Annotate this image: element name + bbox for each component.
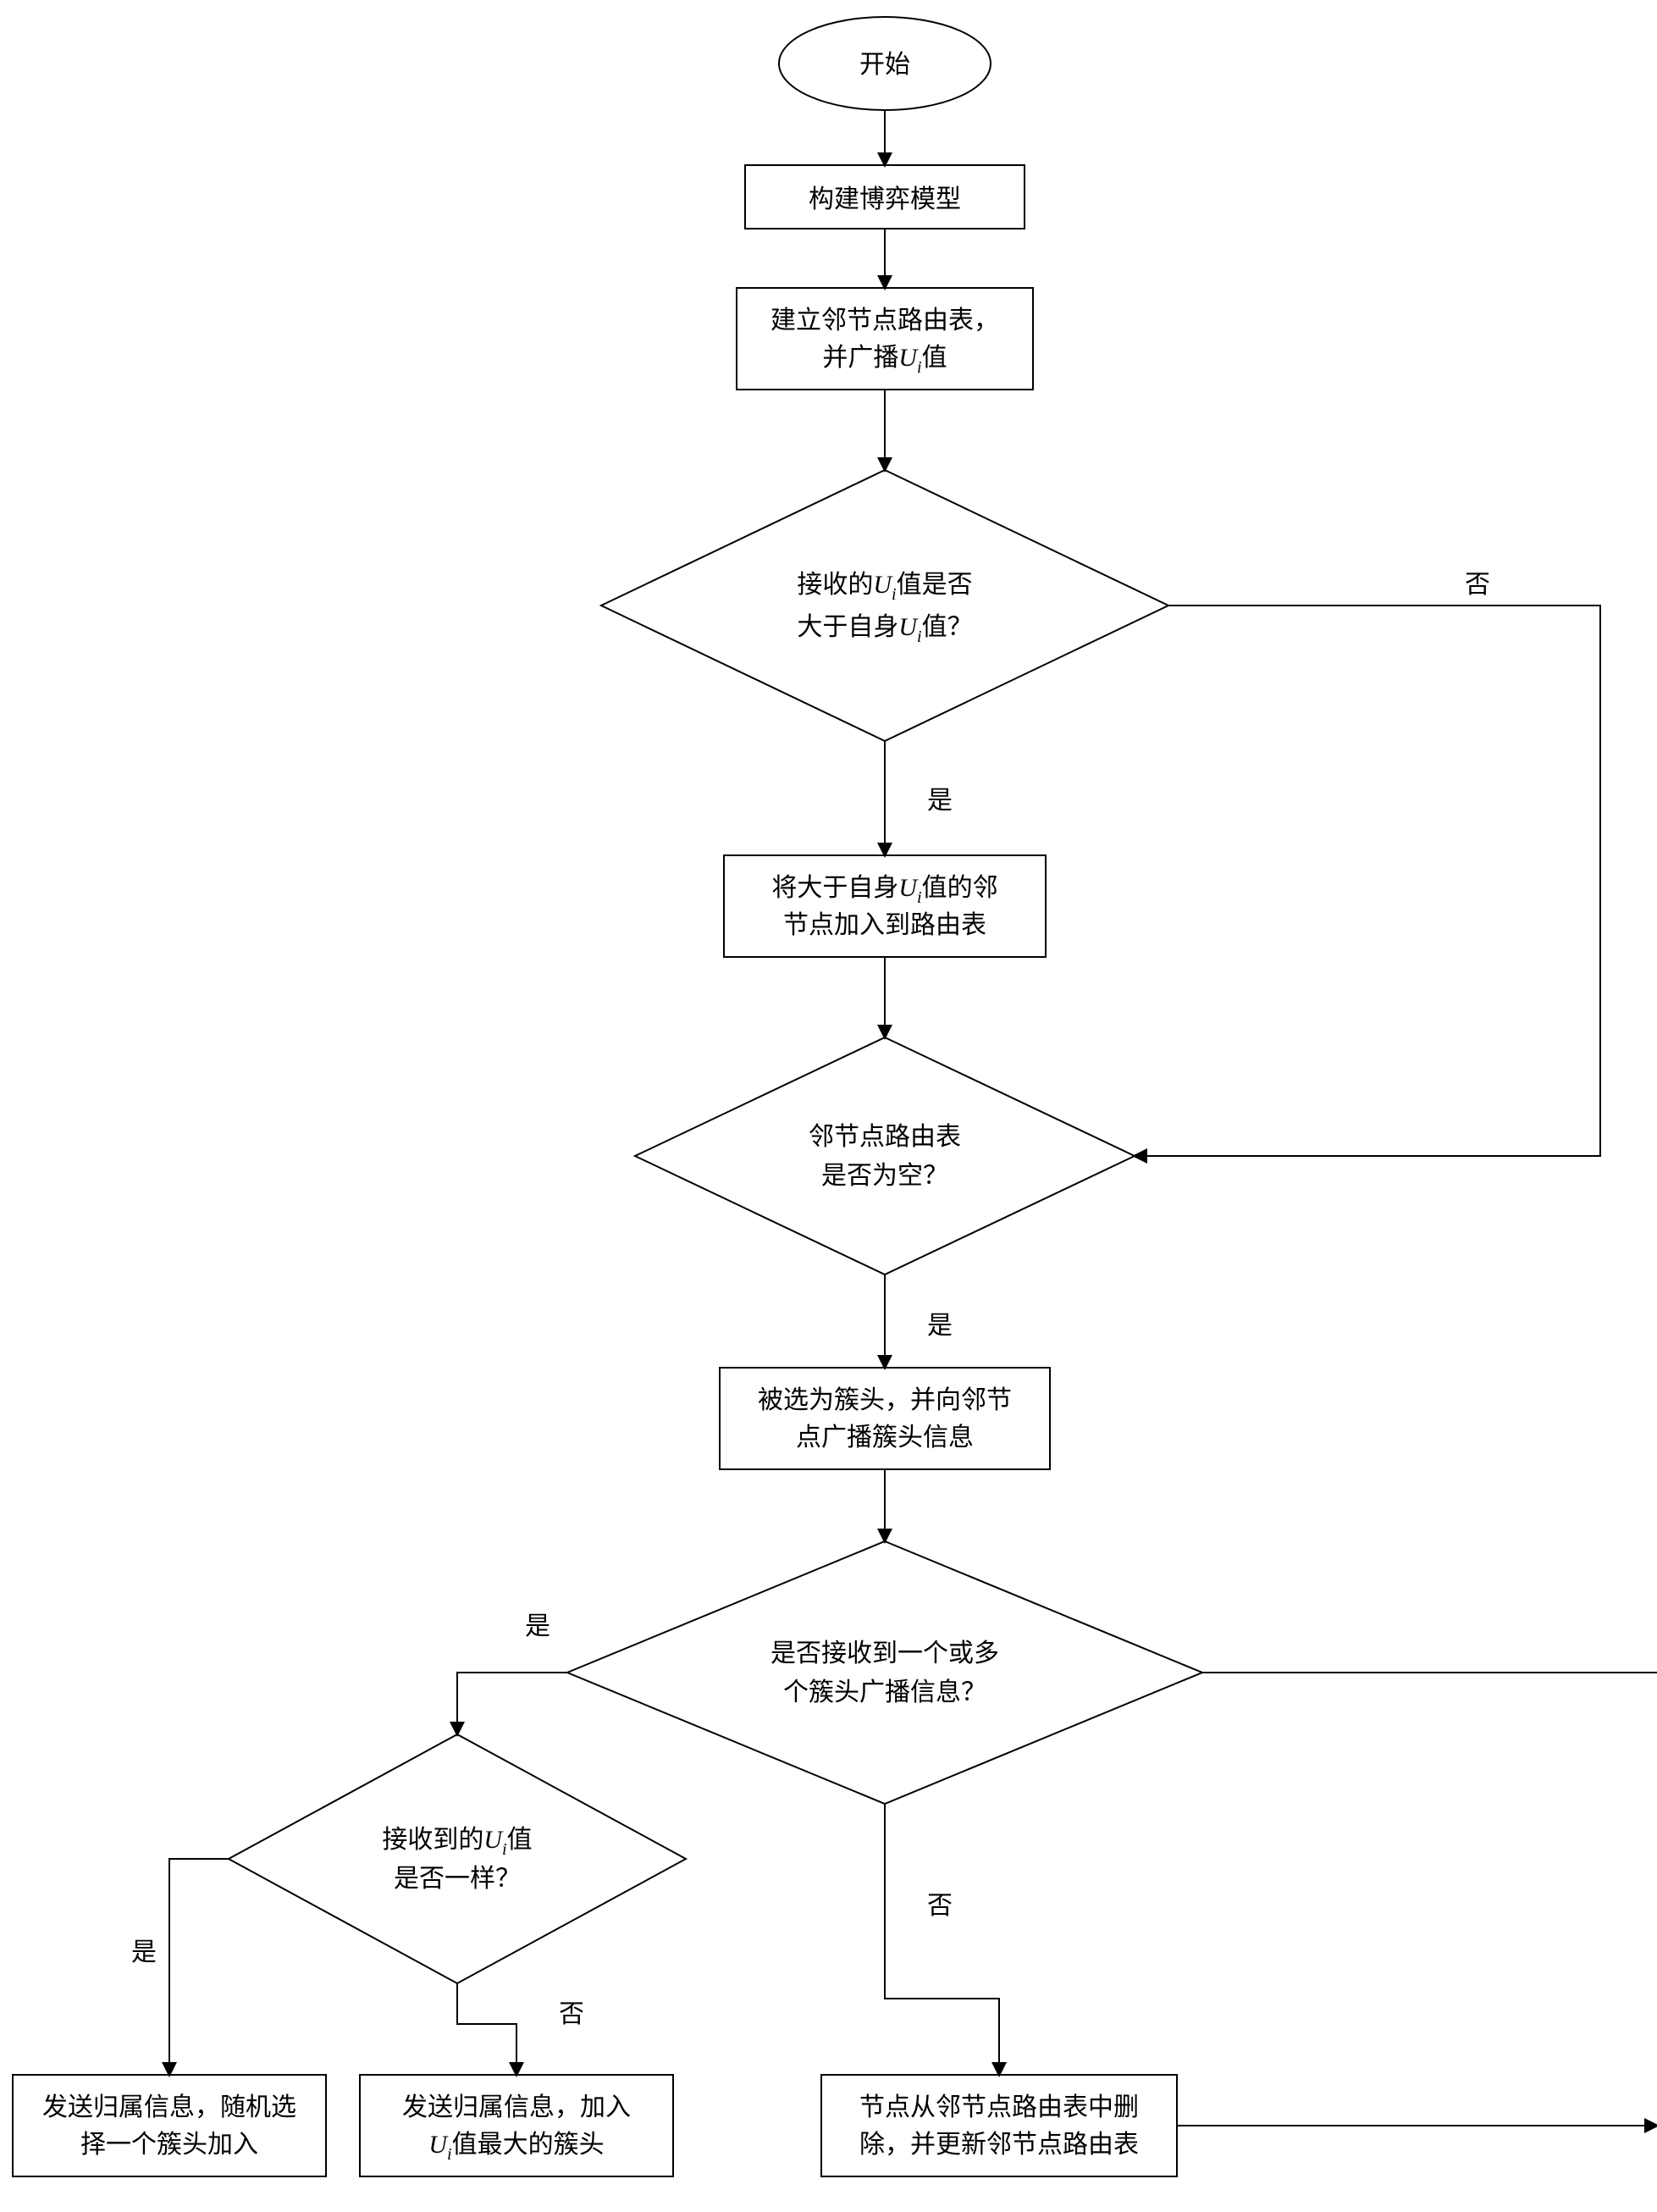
node-d4 [229, 1734, 686, 1983]
label-d2-yes: 是 [927, 1312, 953, 1340]
edge-d1-no [1135, 606, 1600, 1156]
node-d2 [635, 1037, 1135, 1275]
node-head-l2: 点广播簇头信息 [796, 1424, 974, 1452]
node-add [724, 855, 1046, 957]
edge-d3-no [885, 1804, 999, 2075]
node-outA [13, 2075, 326, 2176]
node-d2-l2: 是否为空？ [821, 1162, 948, 1190]
node-d1 [601, 470, 1168, 741]
label-d1-no: 否 [1465, 571, 1490, 599]
node-d2-l1: 邻节点路由表 [809, 1123, 961, 1151]
node-outA-l1: 发送归属信息，随机选 [42, 2093, 296, 2121]
node-add-l2: 节点加入到路由表 [783, 911, 986, 939]
node-build-label: 构建博弈模型 [809, 185, 961, 213]
node-d4-l2: 是否一样？ [394, 1865, 521, 1893]
flowchart-svg: 开始 构建博弈模型 建立邻节点路由表， 并广播Ui值 接收的Ui值是否 大于自身… [0, 0, 1657, 2208]
node-d3-l2: 个簇头广播信息？ [783, 1678, 986, 1706]
node-d3-l1: 是否接收到一个或多 [771, 1640, 999, 1667]
node-outB [360, 2075, 673, 2176]
edge-d4-yes [169, 1859, 229, 2075]
node-head-l1: 被选为簇头，并向邻节 [758, 1386, 1012, 1414]
label-d4-no: 否 [559, 2000, 584, 2028]
node-table [737, 288, 1033, 390]
node-outC-l2: 除，并更新邻节点路由表 [859, 2131, 1139, 2159]
label-d3-yes: 是 [525, 1612, 550, 1640]
edge-d3-yes [457, 1673, 567, 1734]
label-d3-no: 否 [927, 1892, 953, 1920]
node-table-l1: 建立邻节点路由表， [771, 307, 999, 335]
node-start-label: 开始 [859, 51, 910, 79]
label-d4-yes: 是 [131, 1938, 157, 1966]
node-outB-l1: 发送归属信息，加入 [402, 2093, 631, 2121]
node-head [720, 1368, 1050, 1469]
edge-d4-no [457, 1983, 516, 2075]
label-d1-yes: 是 [927, 787, 953, 815]
node-d3 [567, 1541, 1202, 1804]
node-outC [821, 2075, 1177, 2176]
node-outC-l1: 节点从邻节点路由表中删 [859, 2093, 1139, 2121]
node-outA-l2: 择一个簇头加入 [80, 2131, 258, 2159]
